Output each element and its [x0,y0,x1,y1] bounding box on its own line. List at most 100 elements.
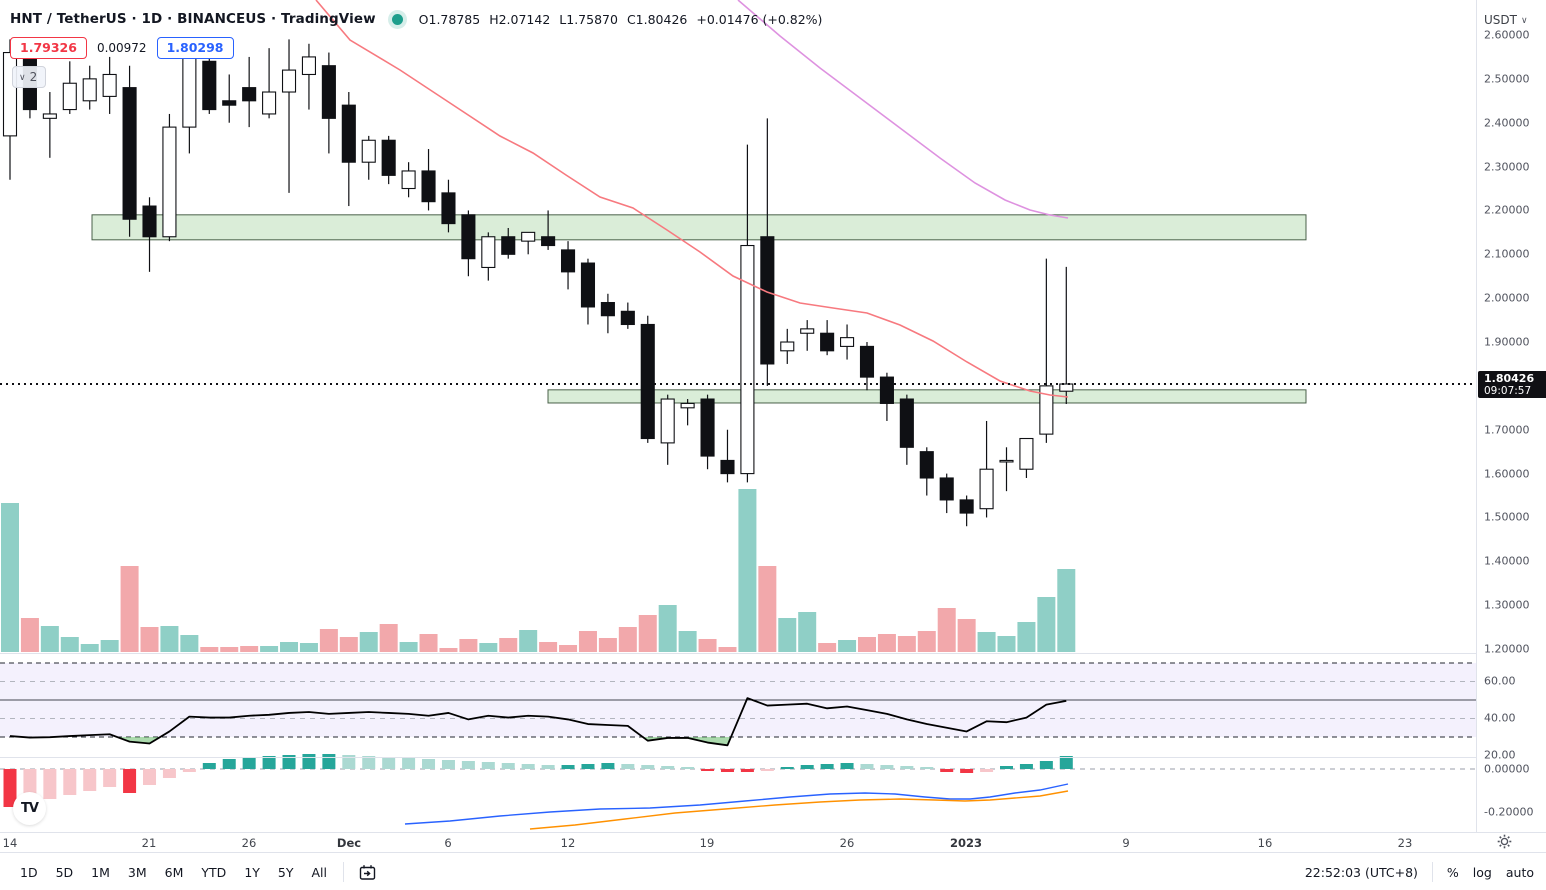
axis-tick-label: 40.00 [1484,711,1516,725]
demand-zone-lower [547,389,1307,404]
candle-body [361,139,376,163]
axis-tick-label: 2.20000 [1484,203,1530,217]
ask-price-button[interactable]: 1.80298 [156,37,234,59]
candle-body [401,170,416,190]
change-value: +0.01476 (+0.82%) [696,11,823,27]
candle-body [481,236,496,269]
bottom-toolbar: 1D 5D 1M 3M 6M YTD 1Y 5Y All 22:52:03 (UTC+8) % … [0,852,1546,890]
quote-row: 1.79326 0.00972 1.80298 [10,37,234,59]
time-tick-label: 21 [141,836,157,850]
axis-tick-label: 1.40000 [1484,554,1530,568]
volume-bar [120,566,139,652]
price-axis[interactable]: USDT ∨ 2.60000 2.50000 2.40000 2.30000 2.200… [1476,0,1546,852]
clock-label[interactable]: 22:52:03 (UTC+8) [1304,864,1418,880]
range-button-all[interactable]: All [311,864,328,880]
volume-bar [260,646,279,652]
time-tick-label: 6 [444,836,452,850]
volume-series [1,489,1076,652]
volume-bar [1057,569,1076,652]
axis-tick-label: 2.50000 [1484,72,1530,86]
collapsed-indicators-badge[interactable]: ∨ 2 [12,66,47,88]
tradingview-logo[interactable]: TV [13,792,46,825]
candle-body [202,60,217,111]
candle-body [640,323,655,440]
candle-body [800,328,815,334]
range-button-5y[interactable]: 5Y [277,864,294,880]
candle-body [780,341,795,352]
macd-bar [561,765,575,769]
macd-bar [541,765,555,769]
candle-body [999,459,1014,463]
time-tick-label: 26 [241,836,257,850]
volume-bar [439,648,458,652]
volume-bar [738,489,757,652]
connection-status-icon[interactable] [391,13,403,25]
go-to-date-icon[interactable] [358,863,377,882]
rsi-oversold-fill [117,737,161,744]
candle-body [899,398,914,448]
time-axis[interactable]: 14 21 26 Dec 6 12 19 26 2023 9 16 23 [0,832,1546,853]
range-button-ytd[interactable]: YTD [201,864,227,880]
axis-tick-label: 1.70000 [1484,423,1530,437]
macd-bar [581,764,595,769]
toolbar-divider [1431,862,1433,882]
volume-bar [399,642,418,652]
chart-canvas[interactable] [0,0,1546,852]
currency-dropdown[interactable]: USDT ∨ [1484,13,1528,27]
range-button-5d[interactable]: 5D [55,864,74,880]
range-button-1d[interactable]: 1D [20,864,38,880]
macd-bar [760,769,774,771]
ohlc-values: O1.78785 H2.07142 L1.75870 C1.80426 +0.0… [419,12,823,27]
chevron-down-icon: ∨ [1520,15,1528,26]
range-button-3m[interactable]: 3M [127,864,147,880]
volume-bar [917,631,936,652]
time-tick-label: 23 [1397,836,1413,850]
candle-body [560,249,576,273]
candle-body [122,87,137,220]
candle-body [102,73,117,97]
macd-bar [1019,764,1033,769]
range-button-1y[interactable]: 1Y [244,864,260,880]
percent-scale-button[interactable]: % [1446,864,1459,880]
volume-bar [499,638,518,652]
supply-zone-upper [91,214,1307,241]
macd-bar [501,763,515,769]
time-tick-label: 12 [560,836,576,850]
toolbar-right-cluster: 22:52:03 (UTC+8) % log auto [1305,862,1546,882]
axis-tick-label: 2.30000 [1484,160,1530,174]
volume-bar [877,634,896,652]
volume-bar [698,639,717,652]
spread-value: 0.00972 [96,41,147,55]
range-button-1m[interactable]: 1M [91,864,110,880]
macd-bar [143,769,157,785]
range-button-6m[interactable]: 6M [164,864,184,880]
auto-scale-button[interactable]: auto [1505,864,1534,880]
candle-body [580,262,596,308]
candle-body [1019,437,1034,470]
candle-body [620,310,635,326]
candle-body [301,56,317,76]
tradingview-logo-glyph: TV [21,801,39,816]
candle-body [760,236,775,365]
log-scale-button[interactable]: log [1472,864,1492,880]
macd-histogram [3,754,1073,807]
currency-label: USDT [1484,13,1517,27]
gear-icon[interactable] [1497,834,1512,853]
volume-bar [200,647,219,652]
macd-bar [222,759,236,769]
macd-bar [740,769,754,772]
volume-bar [957,619,976,652]
macd-bar [920,767,934,769]
macd-bar [402,758,416,769]
volume-bar [160,626,179,652]
macd-bar [1039,761,1053,769]
macd-bar [720,769,734,772]
macd-bar [322,754,336,769]
axis-tick-label: 2.60000 [1484,28,1530,42]
bid-price-button[interactable]: 1.79326 [10,37,87,59]
symbol-title[interactable]: HNT / TetherUS · 1D · BINANCEUS · Tradin… [10,11,376,27]
volume-bar [857,637,876,652]
volume-bar [100,640,119,652]
time-tick-label: Dec [336,836,362,850]
